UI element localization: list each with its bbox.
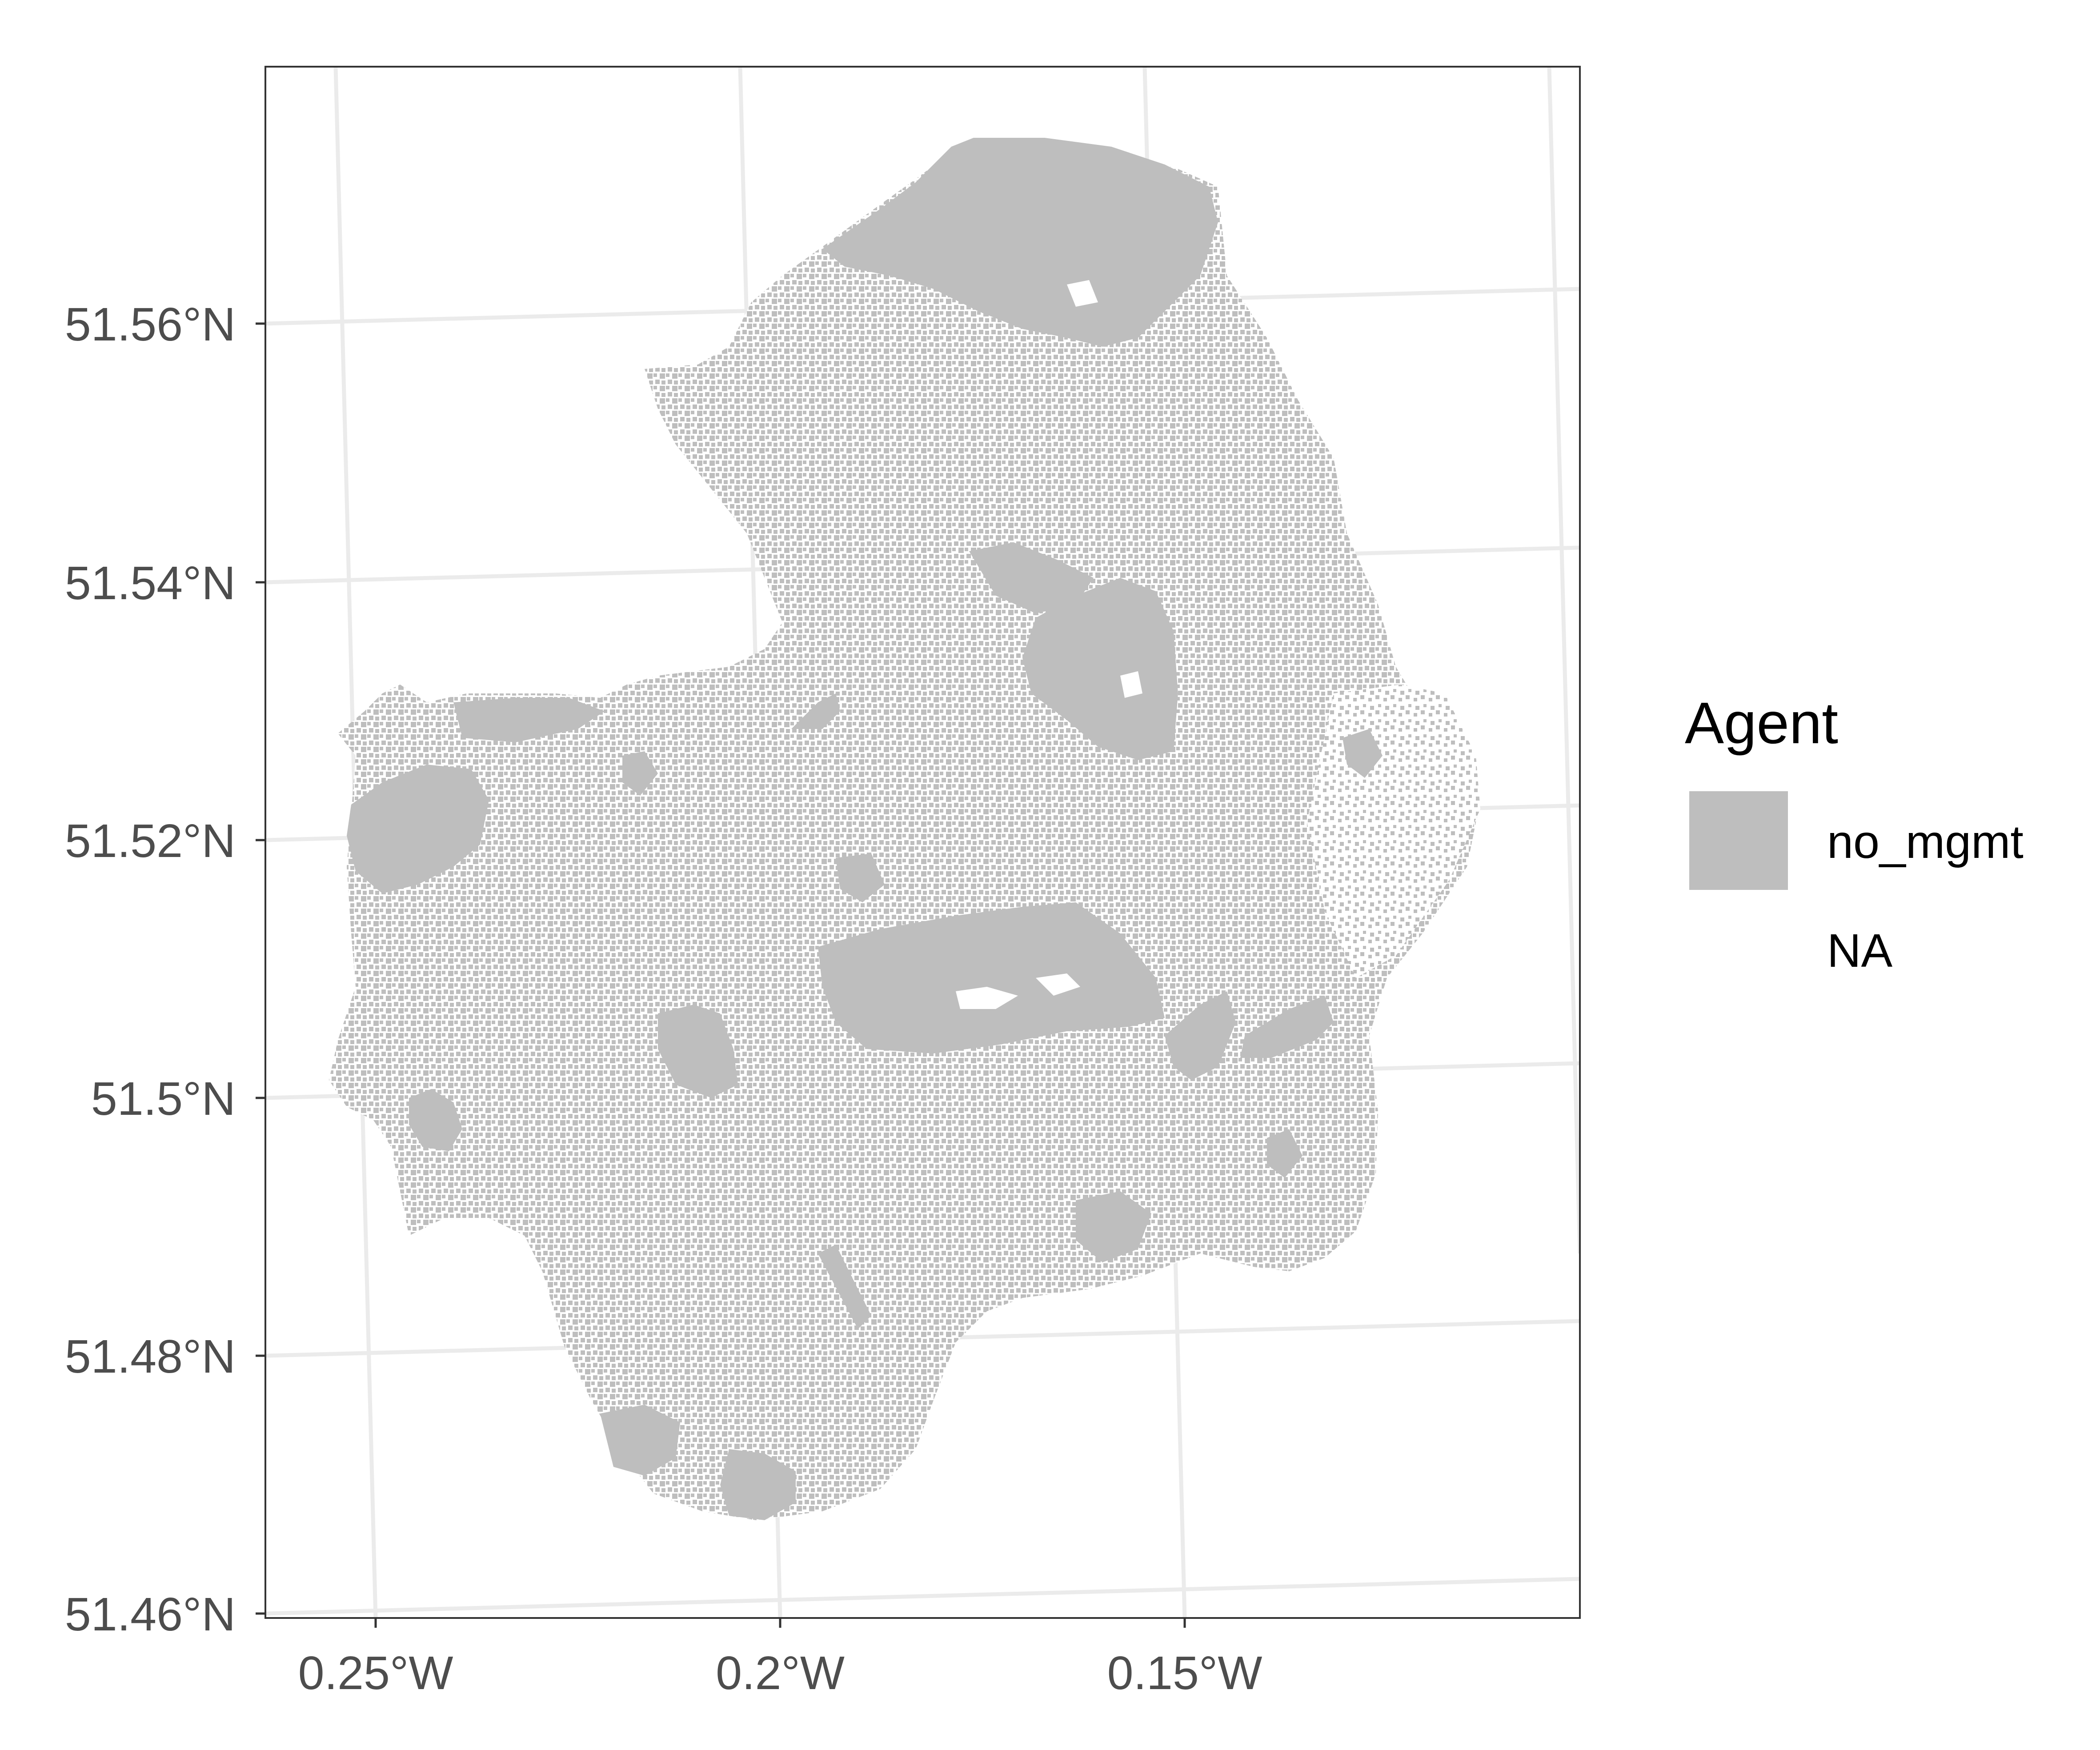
map-panel-border xyxy=(265,66,1581,1619)
y-tick-label: 51.46°N xyxy=(65,1588,236,1641)
x-tick-label: 0.2°W xyxy=(716,1647,845,1699)
gap-hyde-park-b xyxy=(1036,973,1080,996)
x-tick-label: 0.15°W xyxy=(1107,1647,1262,1699)
x-tick-label: 0.25°W xyxy=(298,1647,453,1699)
patch-belgravia xyxy=(1098,582,1156,631)
legend-label-no-mgmt: no_mgmt xyxy=(1827,816,2024,868)
y-tick-label: 51.48°N xyxy=(65,1330,236,1383)
patch-holland-park xyxy=(409,1089,462,1151)
legend-title: Agent xyxy=(1685,690,1838,756)
y-tick-label: 51.54°N xyxy=(65,557,236,609)
gaps xyxy=(956,280,1142,1009)
patch-small-b xyxy=(836,853,885,902)
patch-green-park xyxy=(1165,991,1236,1080)
patch-wandsworth xyxy=(600,1405,680,1476)
raster-speckle-area xyxy=(329,140,1480,1520)
legend-label-na: NA xyxy=(1827,925,1893,977)
y-tick-label: 51.5°N xyxy=(91,1073,236,1125)
gap-heath-a xyxy=(1067,280,1098,307)
patch-st-james-park xyxy=(1240,996,1334,1058)
gap-hyde-park-a xyxy=(956,987,1018,1009)
patch-regents-park xyxy=(1022,578,1178,760)
legend-swatch-no-mgmt xyxy=(1689,791,1788,890)
gap-regents-a xyxy=(1120,671,1142,698)
patch-chelsea xyxy=(1076,1191,1151,1262)
patch-small-d xyxy=(1267,1129,1302,1178)
patch-brompton xyxy=(658,1005,738,1098)
patch-hampstead-heath xyxy=(822,138,1218,347)
x-axis: 0.25°W 0.2°W 0.15°W xyxy=(298,1618,1262,1699)
patch-battersea xyxy=(720,1449,796,1520)
y-tick-label: 51.56°N xyxy=(65,298,236,351)
patch-northwest-strip xyxy=(791,693,840,729)
patch-small-a xyxy=(622,751,658,796)
y-tick-label: 51.52°N xyxy=(65,815,236,867)
gridline-lat-51.46 xyxy=(265,1577,1580,1616)
patch-small-e xyxy=(818,1245,871,1329)
patch-kensal-cemetery xyxy=(453,698,605,742)
patch-hyde-park xyxy=(818,902,1165,1053)
patch-small-c xyxy=(1343,729,1383,778)
legend: Agent no_mgmt NA xyxy=(1685,690,2024,977)
dense-patches xyxy=(347,138,1383,1520)
y-axis: 51.46°N 51.48°N 51.5°N 51.52°N 51.54°N 5… xyxy=(65,298,265,1641)
no-mgmt-raster xyxy=(329,138,1480,1520)
patch-primrose-hill xyxy=(969,542,1094,613)
patch-wormwood-scrubs xyxy=(347,765,489,893)
gridline-lon-0.1 xyxy=(1547,67,1580,1254)
